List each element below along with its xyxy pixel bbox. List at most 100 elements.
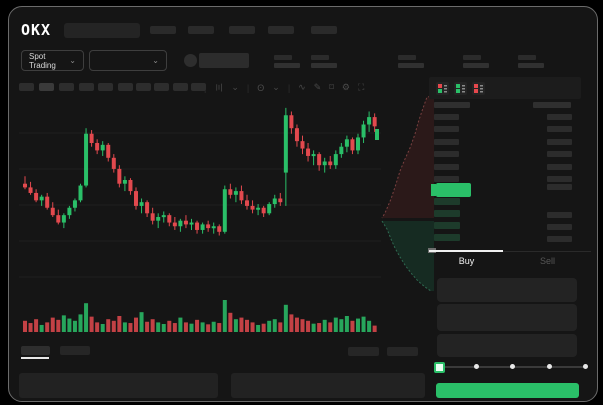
candle-body	[195, 222, 200, 230]
volume-bar	[217, 323, 222, 332]
slider-stop[interactable]	[473, 364, 479, 369]
candle-body	[306, 148, 311, 156]
camera-icon[interactable]: ⌑	[329, 82, 334, 92]
tab-sell[interactable]: Sell	[539, 256, 555, 266]
interval-button[interactable]	[19, 83, 34, 91]
volume-bar	[195, 319, 200, 332]
volume-bar	[333, 317, 338, 332]
price-input[interactable]	[437, 278, 577, 302]
range-button[interactable]	[387, 347, 418, 356]
slider-stop[interactable]	[510, 364, 515, 369]
draw-icon[interactable]: ✎	[313, 82, 322, 92]
interval-button[interactable]	[79, 83, 94, 91]
compare-icon[interactable]: ʘ	[257, 82, 265, 93]
candle-body	[34, 192, 39, 201]
pair-selector[interactable]: ⌄	[89, 50, 167, 71]
volume-bar	[172, 323, 177, 332]
candle-body	[333, 154, 338, 166]
percent-slider[interactable]	[434, 362, 588, 373]
search-input[interactable]	[64, 23, 140, 38]
orderbook-sell-icon[interactable]	[472, 82, 485, 95]
chevron-down-icon[interactable]: ⌄	[231, 82, 239, 92]
orderbook-header-strip	[429, 77, 581, 99]
candle-body	[222, 189, 227, 232]
volume-bar	[28, 323, 33, 332]
slider-handle[interactable]	[434, 362, 445, 373]
candle-body	[156, 217, 161, 221]
candle-body	[228, 189, 233, 195]
nav-item[interactable]	[311, 26, 337, 34]
candle-body	[106, 144, 111, 158]
candle-body	[111, 157, 116, 169]
chevron-down-icon[interactable]: ⌄	[272, 82, 280, 92]
interval-button[interactable]	[173, 83, 188, 91]
interval-button[interactable]	[59, 83, 74, 91]
orderbook-combined-icon[interactable]	[436, 82, 449, 95]
volume-bar	[206, 324, 211, 332]
volume-bar	[233, 319, 238, 332]
interval-button[interactable]	[118, 83, 133, 91]
bid-price-bar	[434, 234, 460, 241]
candle-body	[167, 215, 172, 223]
okx-logo: OKX	[21, 21, 52, 39]
candle-body	[245, 200, 249, 206]
ask-price-bar	[434, 114, 459, 120]
nav-item[interactable]	[150, 26, 176, 34]
volume-bar	[50, 317, 55, 332]
tab-buy[interactable]: Buy	[458, 256, 475, 266]
candle-body	[95, 143, 100, 151]
total-input[interactable]	[437, 334, 577, 357]
candle-body	[122, 180, 127, 184]
candle-body	[367, 117, 372, 125]
stat-value	[274, 63, 300, 68]
line-tool-icon[interactable]: ∿	[298, 82, 306, 92]
slider-stop[interactable]	[546, 364, 552, 369]
market-type-selector[interactable]: Spot Trading ⌄	[21, 50, 84, 71]
interval-button[interactable]	[136, 83, 151, 91]
volume-bar	[239, 317, 244, 332]
indicators-icon[interactable]: 〣	[214, 83, 224, 93]
bid-amount-bar	[547, 236, 572, 242]
interval-button[interactable]	[39, 83, 54, 91]
gear-icon[interactable]: ⚙	[341, 82, 350, 92]
candle-body	[350, 139, 355, 151]
interval-button[interactable]	[191, 83, 206, 91]
candle-body	[39, 196, 44, 201]
stat-value	[311, 63, 337, 68]
buy-button[interactable]	[436, 383, 579, 398]
candle-body	[233, 191, 238, 195]
candle-body	[189, 222, 194, 225]
stat-value	[518, 63, 544, 68]
volume-bar	[278, 322, 283, 332]
volume-bar	[72, 320, 77, 332]
interval-button[interactable]	[98, 83, 113, 91]
volume-bar	[272, 319, 277, 332]
nav-item[interactable]	[268, 26, 294, 34]
candle-body	[317, 154, 322, 166]
volume-bar	[100, 324, 105, 332]
volume-bar	[344, 316, 349, 332]
nav-item[interactable]	[188, 26, 214, 34]
candle-body	[139, 202, 144, 206]
candle-body	[261, 207, 266, 214]
candle-body	[250, 205, 255, 210]
bottom-panel-right	[231, 373, 425, 398]
candle-body	[344, 139, 349, 147]
candle-body	[356, 137, 360, 151]
volume-bar	[222, 300, 227, 332]
fullscreen-icon[interactable]: ⛶	[357, 82, 365, 92]
amount-input[interactable]	[437, 304, 577, 331]
ask-price-bar	[434, 176, 459, 182]
slider-stop[interactable]	[583, 364, 588, 369]
volume-bar	[317, 323, 322, 332]
nav-item[interactable]	[229, 26, 255, 34]
bid-amount-bar	[547, 224, 572, 230]
candle-body	[28, 187, 33, 193]
chart-tab[interactable]	[60, 346, 90, 355]
volume-bar	[122, 322, 127, 332]
orderbook-buy-icon[interactable]	[454, 82, 467, 95]
volume-bar	[339, 319, 344, 332]
interval-button[interactable]	[154, 83, 169, 91]
range-button[interactable]	[348, 347, 379, 356]
chart-tab-active[interactable]	[21, 346, 50, 355]
